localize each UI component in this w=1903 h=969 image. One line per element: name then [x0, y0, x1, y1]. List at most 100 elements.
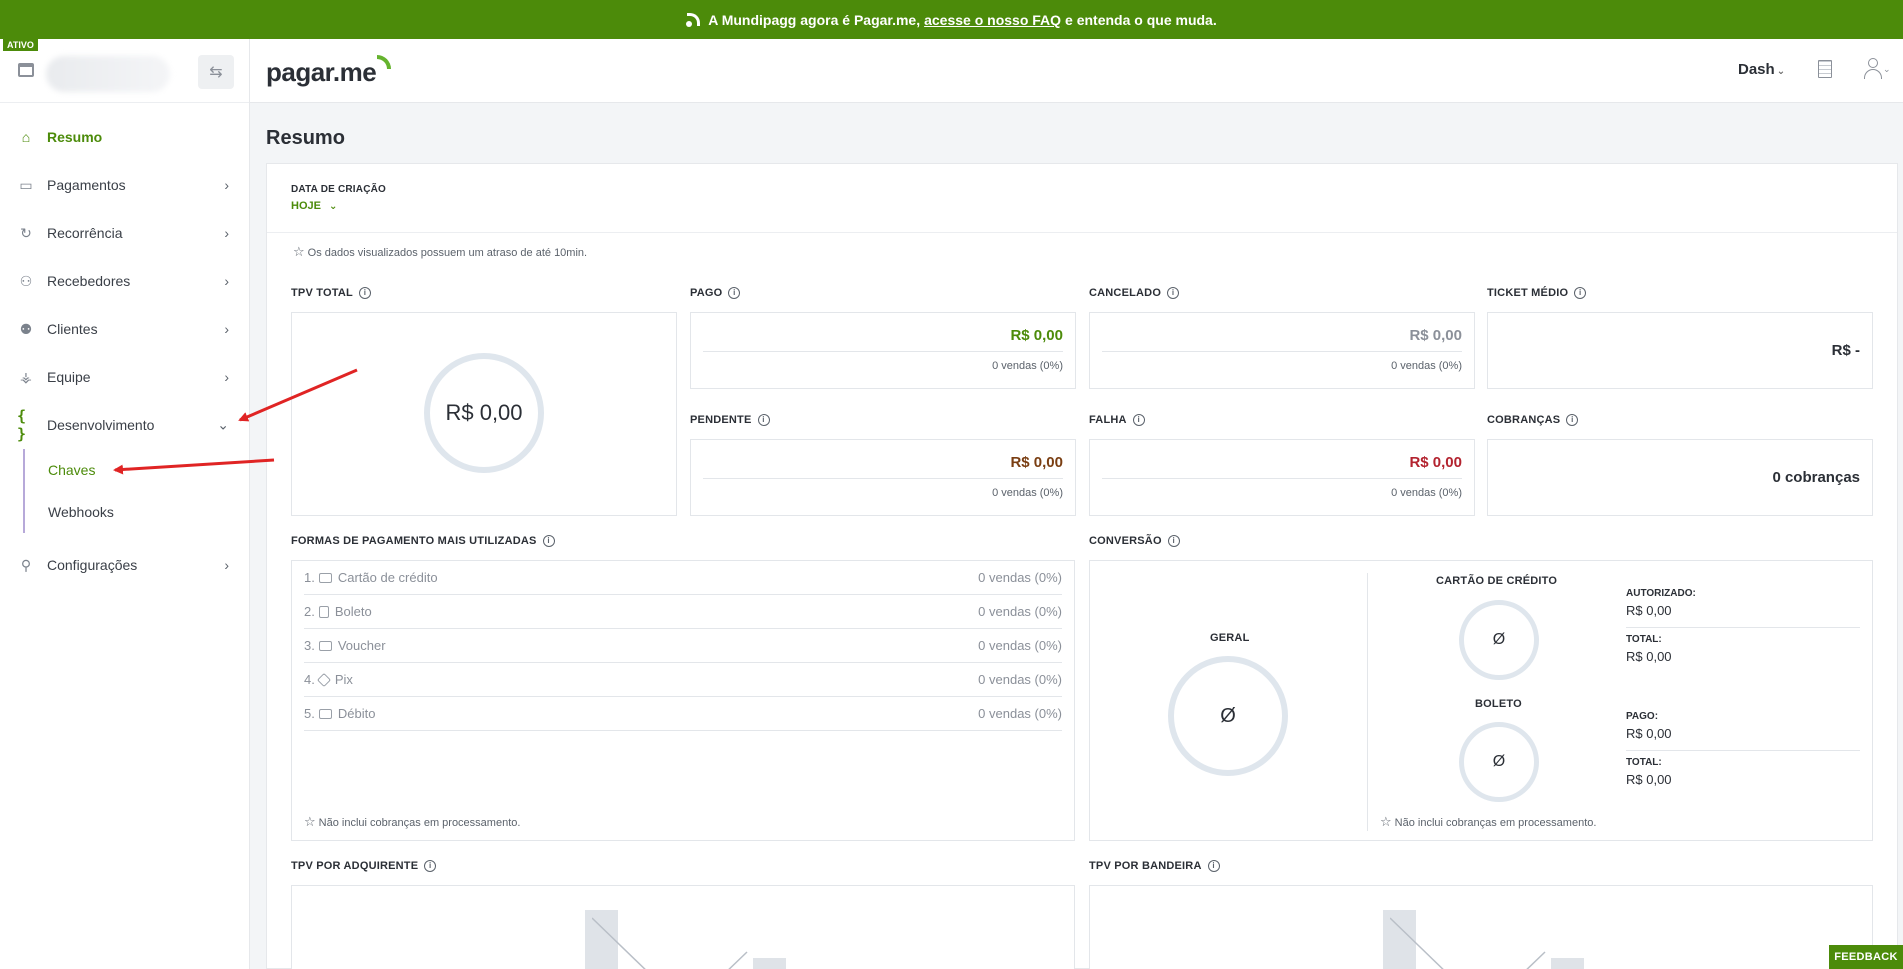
- sidebar-item-desenvolvimento[interactable]: { } Desenvolvimento ⌄: [0, 401, 249, 449]
- date-filter-label: DATA DE CRIAÇÃO: [291, 184, 387, 195]
- conversion-card: GERAL Ø CARTÃO DE CRÉDITO Ø BOLETO Ø AUT…: [1089, 560, 1873, 841]
- store-icon: [18, 63, 34, 77]
- divider: [267, 232, 1897, 233]
- autorizado-value: R$ 0,00: [1626, 603, 1672, 618]
- pago-conv-value: R$ 0,00: [1626, 726, 1672, 741]
- sidebar-item-label: Desenvolvimento: [47, 417, 155, 433]
- sidebar-item-recorrencia[interactable]: ↻ Recorrência ›: [0, 209, 249, 257]
- pago-title: PAGO i: [690, 287, 741, 299]
- banner-text-prefix: A Mundipagg agora é Pagar.me,: [708, 11, 921, 28]
- user-menu-icon[interactable]: ⌄: [1864, 58, 1891, 80]
- cancelado-card: R$ 0,00 0 vendas (0%): [1089, 312, 1475, 389]
- info-icon[interactable]: i: [757, 414, 770, 426]
- falha-title: FALHA i: [1089, 414, 1145, 426]
- home-icon: ⌂: [21, 129, 31, 145]
- announcement-banner: A Mundipagg agora é Pagar.me, acesse o n…: [0, 0, 1903, 39]
- total2-value: R$ 0,00: [1626, 772, 1672, 787]
- credit-card-label: CARTÃO DE CRÉDITO: [1436, 575, 1558, 587]
- ticket-medio-title: TICKET MÉDIO i: [1487, 287, 1587, 299]
- info-icon[interactable]: i: [1566, 414, 1579, 426]
- brand-arc-icon: [377, 55, 392, 69]
- chevron-right-icon: ›: [224, 273, 229, 289]
- chevron-right-icon: ›: [224, 321, 229, 337]
- switch-account-button[interactable]: ⇆: [198, 55, 234, 89]
- sidebar-item-label: Configurações: [47, 557, 138, 573]
- chevron-down-icon: ⌄: [1776, 66, 1786, 77]
- info-icon[interactable]: i: [1167, 287, 1180, 299]
- sidebar-item-resumo[interactable]: ⌂ Resumo: [0, 113, 249, 161]
- tpv-total-card: R$ 0,00: [291, 312, 677, 516]
- desenvolvimento-submenu: Chaves Webhooks: [23, 449, 249, 533]
- sidebar-item-pagamentos[interactable]: ▭ Pagamentos ›: [0, 161, 249, 209]
- total-label: TOTAL:: [1626, 634, 1662, 645]
- info-icon[interactable]: i: [1132, 414, 1145, 426]
- list-item: 4. Pix 0 vendas (0%): [304, 663, 1062, 697]
- users-icon: ⚉: [19, 320, 33, 337]
- chart-bar: [585, 910, 618, 969]
- list-item: 1. Cartão de crédito 0 vendas (0%): [304, 561, 1062, 595]
- sidebar-nav: ⌂ Resumo ▭ Pagamentos › ↻ Recorrência › …: [0, 103, 249, 589]
- delay-note: ☆ Os dados visualizados possuem um atraso…: [293, 244, 588, 259]
- falha-value: R$ 0,00: [1409, 454, 1462, 471]
- banner-text-suffix: e entenda o que muda.: [1065, 11, 1217, 28]
- tpv-bandeira-title: TPV POR BANDEIRA i: [1089, 860, 1220, 872]
- account-switcher: ATIVO ⇆: [0, 39, 249, 103]
- geral-label: GERAL: [1210, 632, 1250, 644]
- feedback-button[interactable]: FEEDBACK: [1829, 945, 1903, 969]
- payment-methods-note: ☆ Não inclui cobranças em processamento.: [304, 814, 521, 829]
- info-icon[interactable]: i: [728, 287, 741, 299]
- status-badge: ATIVO: [3, 39, 38, 51]
- sidebar-item-recebedores[interactable]: ⚇ Recebedores ›: [0, 257, 249, 305]
- tpv-total-value: R$ 0,00: [445, 400, 523, 425]
- account-name-blurred[interactable]: [46, 56, 170, 92]
- pendente-card: R$ 0,00 0 vendas (0%): [690, 439, 1076, 516]
- pix-icon: [316, 672, 331, 687]
- users-group-icon: ⚇: [19, 272, 33, 289]
- chart-line: [592, 917, 748, 969]
- conversion-note: ☆ Não inclui cobranças em processamento.: [1380, 814, 1597, 829]
- info-icon[interactable]: i: [542, 535, 555, 547]
- boleto-ring: Ø: [1459, 722, 1539, 802]
- cobrancas-value: 0 cobranças: [1772, 469, 1860, 486]
- pago-value: R$ 0,00: [1010, 327, 1063, 344]
- ticket-medio-value: R$ -: [1831, 342, 1860, 359]
- info-icon[interactable]: i: [1574, 287, 1587, 299]
- tpv-adquirente-title: TPV POR ADQUIRENTE i: [291, 860, 437, 872]
- brand-logo[interactable]: pagar.me: [266, 55, 392, 88]
- pendente-title: PENDENTE i: [690, 414, 770, 426]
- info-icon[interactable]: i: [358, 287, 371, 299]
- boleto-label: BOLETO: [1475, 698, 1522, 710]
- sidebar-subitem-chaves[interactable]: Chaves: [48, 462, 96, 478]
- falha-sales: 0 vendas (0%): [1391, 487, 1462, 499]
- geral-empty-symbol: Ø: [1220, 704, 1236, 727]
- conversion-title: CONVERSÃO i: [1089, 535, 1180, 547]
- boleto-icon: [318, 605, 329, 618]
- sidebar-item-configuracoes[interactable]: ⚲ Configurações ›: [0, 541, 249, 589]
- sidebar-item-clientes[interactable]: ⚉ Clientes ›: [0, 305, 249, 353]
- chart-bar: [1551, 958, 1584, 969]
- dash-dropdown[interactable]: Dash ⌄: [1738, 61, 1786, 78]
- info-icon[interactable]: i: [1207, 860, 1220, 872]
- falha-card: R$ 0,00 0 vendas (0%): [1089, 439, 1475, 516]
- chevron-down-icon: ⌄: [217, 416, 229, 433]
- sidebar-item-label: Recebedores: [47, 273, 131, 289]
- page-title: Resumo: [266, 127, 345, 149]
- info-icon[interactable]: i: [424, 860, 437, 872]
- payment-methods-title: FORMAS DE PAGAMENTO MAIS UTILIZADAS i: [291, 535, 555, 547]
- chevron-right-icon: ›: [224, 557, 229, 573]
- sidebar-subitem-webhooks[interactable]: Webhooks: [48, 504, 114, 520]
- chevron-down-icon: ⌄: [328, 201, 338, 212]
- team-icon: ⚶: [20, 368, 32, 385]
- pago-card: R$ 0,00 0 vendas (0%): [690, 312, 1076, 389]
- sidebar-item-label: Resumo: [47, 129, 103, 145]
- info-icon[interactable]: i: [1167, 535, 1180, 547]
- date-filter-dropdown[interactable]: HOJE ⌄: [291, 200, 338, 212]
- building-icon[interactable]: [1818, 60, 1832, 78]
- voucher-icon: [318, 640, 332, 651]
- tpv-total-title: TPV TOTAL i: [291, 287, 371, 299]
- banner-faq-link[interactable]: acesse o nosso FAQ: [924, 11, 1062, 28]
- sidebar-item-equipe[interactable]: ⚶ Equipe ›: [0, 353, 249, 401]
- dashboard-panel: DATA DE CRIAÇÃO HOJE ⌄ ☆ Os dados visualiz…: [266, 163, 1898, 969]
- refresh-icon: ↻: [20, 224, 32, 241]
- sidebar-item-label: Pagamentos: [47, 177, 126, 193]
